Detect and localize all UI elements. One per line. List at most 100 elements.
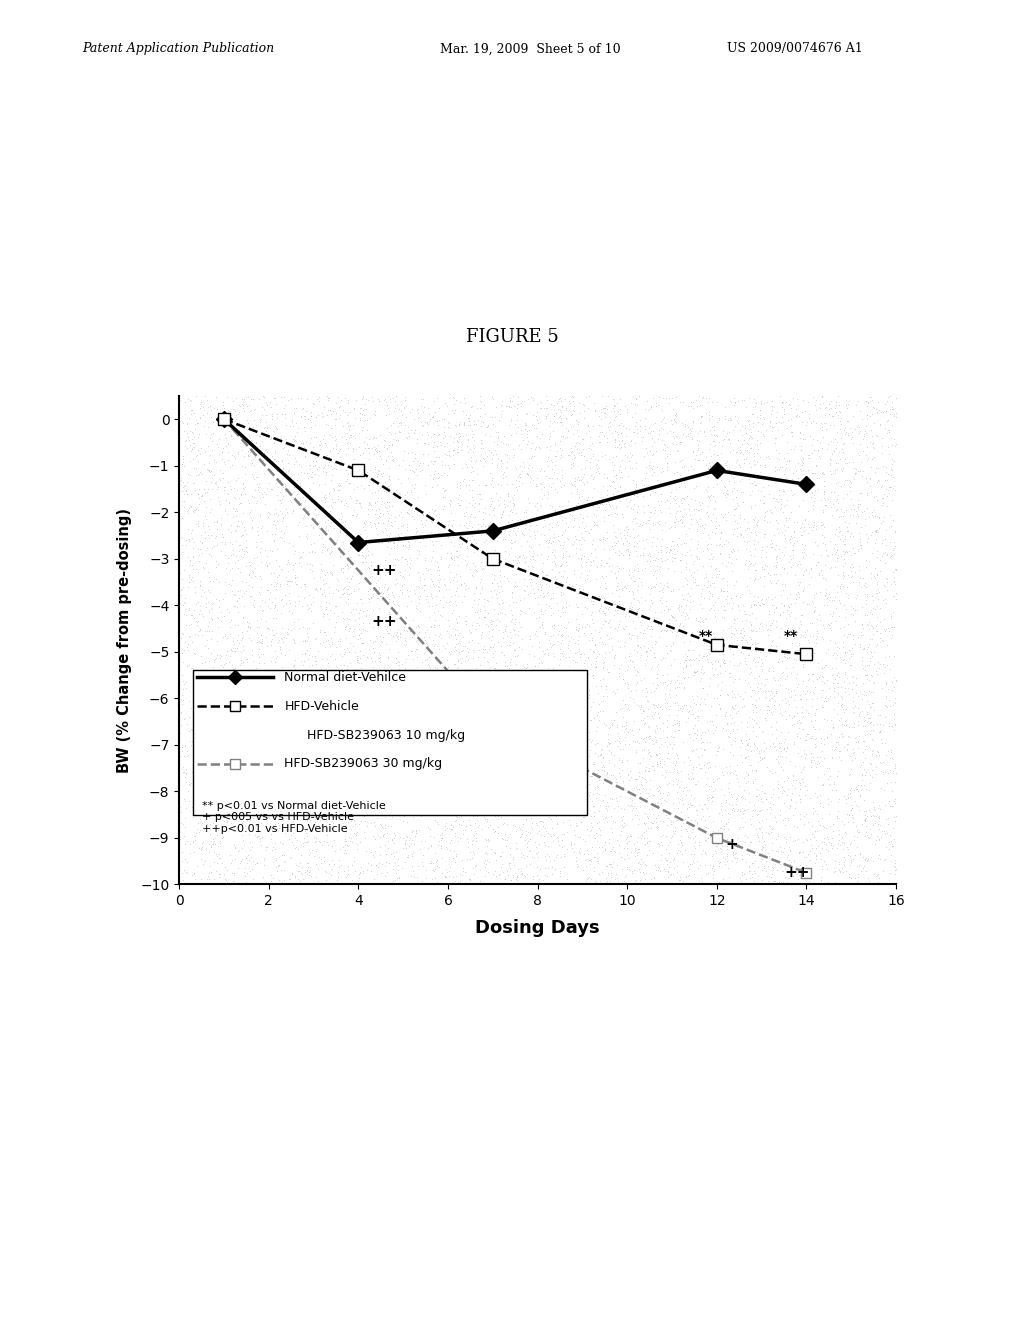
- Point: [746, 539, 763, 560]
- Point: [372, 635, 388, 656]
- Point: [483, 626, 500, 647]
- Point: [385, 758, 401, 779]
- Point: [553, 412, 569, 433]
- Point: [513, 473, 529, 494]
- Point: [565, 628, 582, 649]
- Point: [773, 392, 790, 413]
- Point: [214, 690, 230, 711]
- Point: [203, 545, 219, 566]
- Point: [302, 638, 318, 659]
- Point: [584, 791, 600, 812]
- Point: [754, 741, 770, 762]
- Point: [549, 393, 565, 414]
- Point: [340, 404, 356, 425]
- Point: [597, 644, 613, 665]
- Point: [425, 441, 441, 462]
- Point: [693, 515, 710, 536]
- Point: [360, 589, 377, 610]
- Point: [413, 781, 429, 803]
- Point: [177, 735, 194, 756]
- Point: [857, 764, 873, 785]
- Point: [586, 642, 602, 663]
- Point: [515, 702, 531, 723]
- Point: [379, 731, 395, 752]
- Point: [323, 441, 339, 462]
- Point: [696, 842, 713, 863]
- Point: [477, 474, 494, 495]
- Point: [228, 516, 245, 537]
- Point: [285, 780, 301, 801]
- Point: [610, 731, 627, 752]
- Point: [503, 537, 519, 558]
- Point: [749, 594, 765, 615]
- Point: [814, 741, 830, 762]
- Point: [531, 616, 548, 638]
- Point: [606, 466, 623, 487]
- Point: [786, 483, 803, 504]
- Point: [755, 615, 771, 636]
- Point: [406, 649, 422, 671]
- Point: [541, 685, 557, 706]
- Point: [695, 754, 712, 775]
- Point: [289, 710, 305, 731]
- Point: [190, 451, 207, 473]
- Point: [699, 477, 716, 498]
- Point: [807, 734, 823, 755]
- Point: [724, 795, 740, 816]
- Point: [223, 682, 240, 704]
- Point: [369, 587, 385, 609]
- Point: [723, 552, 739, 573]
- Point: [787, 564, 804, 585]
- Point: [276, 395, 293, 416]
- Point: [321, 750, 337, 771]
- Point: [436, 421, 453, 442]
- Point: [806, 480, 822, 502]
- Point: [557, 593, 573, 614]
- Point: [795, 591, 811, 612]
- Point: [872, 598, 889, 619]
- Point: [265, 874, 282, 895]
- Point: [606, 487, 623, 508]
- Point: [456, 783, 472, 804]
- Point: [191, 539, 208, 560]
- Point: [635, 747, 651, 768]
- Point: [220, 768, 237, 789]
- Point: [248, 531, 264, 552]
- Point: [228, 630, 245, 651]
- Point: [562, 640, 579, 661]
- Point: [174, 623, 190, 644]
- Point: [571, 444, 588, 465]
- Point: [375, 767, 391, 788]
- Point: [375, 521, 391, 543]
- Point: [861, 799, 878, 820]
- Point: [350, 653, 367, 675]
- Point: [464, 469, 480, 490]
- Point: [477, 425, 494, 446]
- Point: [436, 574, 453, 595]
- Point: [284, 412, 300, 433]
- Point: [291, 750, 307, 771]
- Point: [332, 586, 348, 607]
- Point: [456, 425, 472, 446]
- Point: [224, 659, 241, 680]
- Point: [416, 574, 432, 595]
- Point: [255, 867, 271, 888]
- Text: **: **: [784, 628, 799, 643]
- Point: [506, 673, 522, 694]
- Point: [764, 416, 780, 437]
- Point: [778, 770, 795, 791]
- Point: [571, 838, 588, 859]
- Point: [692, 412, 709, 433]
- Point: [411, 799, 427, 820]
- Point: [429, 682, 445, 704]
- Point: [194, 624, 210, 645]
- Point: [479, 445, 496, 466]
- Point: [438, 755, 455, 776]
- Point: [522, 829, 539, 850]
- Point: [640, 422, 656, 444]
- Point: [679, 541, 695, 562]
- Point: [583, 820, 599, 841]
- Point: [474, 752, 490, 774]
- Point: [269, 854, 286, 875]
- Point: [608, 768, 625, 789]
